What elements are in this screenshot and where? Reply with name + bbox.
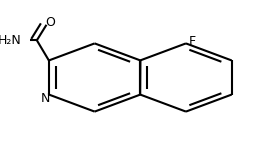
Text: H₂N: H₂N [0, 34, 21, 47]
Text: N: N [40, 92, 50, 105]
Text: O: O [45, 16, 55, 29]
Text: F: F [188, 35, 195, 48]
